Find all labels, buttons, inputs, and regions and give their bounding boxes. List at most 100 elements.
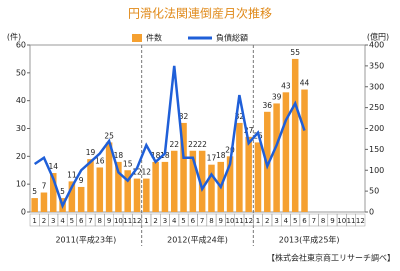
x-tick-label: 8	[321, 217, 325, 225]
bar	[105, 142, 113, 212]
data-label: 27	[244, 126, 254, 135]
y-tick-label: 10	[16, 180, 26, 189]
bar	[301, 89, 308, 212]
legend-label: 件数	[146, 33, 162, 43]
bar	[77, 186, 85, 212]
y-axis-label: (件)	[7, 32, 21, 42]
data-label: 32	[179, 112, 189, 121]
x-tick-label: 1	[144, 217, 148, 225]
bar	[226, 156, 234, 212]
data-label: 18	[151, 151, 161, 160]
data-label: 11	[67, 170, 77, 179]
bar	[161, 161, 169, 212]
x-tick-label: 2	[265, 217, 269, 225]
x-tick-label: 4	[284, 217, 289, 225]
data-label: 18	[216, 151, 226, 160]
bar	[115, 161, 122, 212]
x-tick-label: 3	[163, 217, 167, 225]
bar	[133, 178, 141, 212]
bar	[236, 122, 243, 212]
data-label: 39	[272, 92, 282, 101]
data-label: 12	[142, 168, 152, 177]
x-tick-label: 5	[293, 217, 297, 225]
bar	[291, 58, 299, 212]
data-label: 25	[104, 131, 114, 140]
x-tick-label: 2	[42, 217, 46, 225]
x-tick-label: 12	[356, 217, 365, 225]
x-tick-label: 11	[235, 217, 244, 225]
y2-tick-label: 150	[369, 145, 384, 154]
line	[33, 65, 306, 209]
x-tick-label: 10	[337, 217, 346, 225]
y2-tick-label: 350	[369, 61, 384, 70]
data-label: 5	[32, 187, 37, 196]
x-tick-label: 1	[32, 217, 36, 225]
y2-tick-label: 300	[369, 82, 384, 91]
x-tick-label: 6	[191, 217, 196, 225]
y-tick-label: 30	[16, 124, 26, 133]
y2-tick-label: 200	[369, 124, 384, 133]
x-tick-box	[355, 213, 366, 227]
x-tick-label: 11	[123, 217, 132, 225]
x-tick-label: 4	[172, 217, 177, 225]
y-tick-label: 40	[16, 96, 26, 105]
data-label: 5	[60, 187, 65, 196]
bar	[208, 164, 215, 212]
bar	[198, 150, 206, 212]
data-label: 19	[86, 148, 96, 157]
bar	[170, 150, 178, 212]
x-tick-label: 5	[70, 217, 74, 225]
x-tick-label: 7	[200, 217, 204, 225]
y2-tick-label: 50	[369, 187, 379, 196]
bar	[87, 159, 94, 212]
legend-label: 負債総額	[216, 33, 248, 43]
y2-axis-label: (億円)	[367, 32, 389, 42]
x-tick-label: 6	[79, 217, 84, 225]
y2-tick-label: 0	[369, 208, 374, 217]
bar	[180, 122, 187, 212]
year-label: 2013(平成25年)	[279, 235, 340, 245]
year-label: 2011(平成23年)	[55, 235, 116, 245]
legend-swatch	[132, 34, 142, 42]
x-tick-label: 9	[330, 217, 334, 225]
bar	[273, 103, 280, 212]
data-label: 14	[48, 162, 58, 171]
bar	[68, 181, 76, 212]
data-label: 55	[290, 48, 300, 57]
bar	[143, 178, 150, 212]
x-tick-label: 11	[347, 217, 356, 225]
bar	[124, 170, 131, 212]
data-label: 17	[207, 154, 217, 163]
x-tick-label: 7	[88, 217, 92, 225]
x-tick-label: 12	[133, 217, 142, 225]
x-tick-label: 10	[226, 217, 235, 225]
x-tick-label: 12	[244, 217, 253, 225]
bar	[245, 136, 252, 212]
data-label: 18	[114, 151, 124, 160]
y-tick-label: 50	[16, 68, 26, 77]
y-tick-label: 20	[16, 152, 26, 161]
data-label: 36	[263, 101, 273, 110]
x-tick-label: 8	[209, 217, 213, 225]
x-tick-label: 2	[153, 217, 157, 225]
y2-tick-label: 250	[369, 103, 384, 112]
y-tick-label: 0	[21, 208, 26, 217]
x-tick-label: 5	[181, 217, 185, 225]
data-label: 22	[188, 140, 198, 149]
bar	[189, 150, 197, 212]
source-note: 【株式会社東京商工リサーチ調べ】	[267, 253, 395, 263]
chart-title: 円滑化法関連倒産月次推移	[128, 6, 272, 21]
bar	[96, 167, 104, 212]
bar	[50, 173, 57, 212]
x-tick-label: 6	[302, 217, 307, 225]
data-label: 9	[79, 176, 84, 185]
data-label: 15	[123, 159, 133, 168]
data-label: 18	[160, 151, 170, 160]
bar	[31, 198, 38, 212]
x-tick-label: 9	[219, 217, 223, 225]
data-label: 20	[225, 145, 235, 154]
bar	[152, 161, 159, 212]
x-tick-label: 7	[312, 217, 316, 225]
data-label: 43	[281, 81, 291, 90]
